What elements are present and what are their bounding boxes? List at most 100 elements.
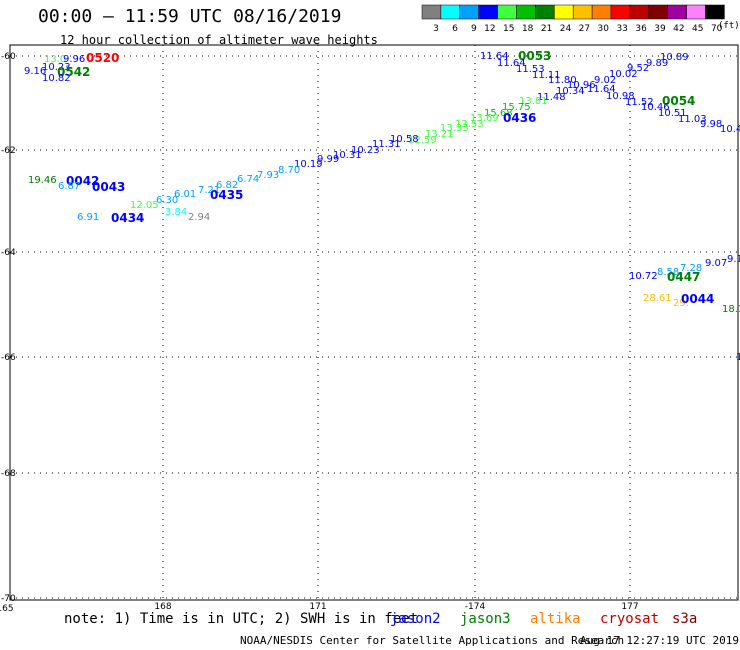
latitude-label: -62	[1, 146, 16, 156]
wave-height-label: 6.30	[156, 195, 178, 206]
scale-unit: (ft)	[718, 21, 740, 31]
wave-height-label: 2.94	[188, 212, 210, 223]
scale-value: 42	[673, 24, 684, 34]
wave-height-label: 10.82	[42, 73, 71, 84]
pass-time-label: 0043	[92, 180, 125, 194]
wave-height-label: 11.52	[625, 97, 654, 108]
latitude-label: -66	[1, 353, 16, 363]
pass-time-label: 0042	[66, 174, 99, 188]
wave-height-label: 15.68	[484, 108, 513, 119]
pass-time-label: 0436	[503, 111, 536, 125]
wave-height-label: 12.59	[408, 135, 437, 146]
wave-height-map: -60-62-64-66-68-70165168171-17417713.09.…	[0, 44, 740, 612]
wave-height-label: 28.61	[643, 293, 672, 304]
scale-value: 12	[484, 24, 495, 34]
wave-height-label: 1	[736, 352, 740, 363]
wave-height-label: 11.03	[678, 114, 707, 125]
scale-value: 39	[654, 24, 666, 34]
longitude-label: 165	[0, 604, 14, 612]
scale-value: 33	[616, 24, 627, 34]
wave-height-label: 11.64	[587, 84, 616, 95]
wave-height-label: 6.87	[58, 181, 80, 192]
wave-height-label: 9.07	[705, 258, 727, 269]
mission-altika[interactable]: altika	[530, 611, 581, 627]
wave-height-label: 9.89	[646, 58, 668, 69]
latitude-label: -60	[1, 52, 16, 62]
mission-cryosat[interactable]: cryosat	[600, 611, 660, 627]
footer-credit: NOAA/NESDIS Center for Satellite Applica…	[240, 634, 625, 647]
wave-height-label: 13.69	[470, 113, 499, 124]
scale-value: 24	[560, 24, 572, 34]
wave-height-label: 18.1	[722, 304, 740, 315]
mission-jason2[interactable]: jason2	[390, 611, 441, 627]
wave-height-label: 10.23	[351, 145, 380, 156]
scale-value: 27	[579, 24, 590, 34]
wave-height-label: 10.34	[556, 86, 585, 97]
wave-height-label: 10.46	[641, 102, 670, 113]
wave-height-label: 10.4	[720, 124, 740, 135]
latitude-label: -68	[1, 469, 16, 479]
pass-time-label: 0435	[210, 188, 243, 202]
longitude-label: 177	[621, 602, 638, 612]
latitude-label: -70	[1, 594, 16, 604]
wave-height-label: 7.93	[257, 170, 279, 181]
map-title: 00:00 – 11:59 UTC 08/16/2019	[38, 6, 342, 27]
scale-value: 21	[541, 24, 552, 34]
wave-height-label: 10.98	[606, 91, 635, 102]
wave-height-label: 29.	[673, 298, 689, 309]
longitude-label: 168	[154, 602, 171, 612]
wave-height-label: 10.96	[567, 80, 596, 91]
wave-height-label: 9.1	[727, 254, 740, 265]
wave-height-label: 10.58	[390, 134, 419, 145]
wave-height-label: 3.84	[165, 207, 187, 218]
wave-height-label: 11.11	[532, 70, 561, 81]
wave-height-label: 13.53	[455, 119, 484, 130]
wave-height-label: 10.31	[333, 150, 362, 161]
wave-height-label: 13.81	[519, 96, 548, 107]
scale-value: 9	[471, 24, 477, 34]
wave-height-label: 11.48	[537, 92, 566, 103]
wave-height-label: 15.75	[502, 102, 531, 113]
wave-height-label: 8.58	[657, 267, 679, 278]
wave-height-label: 10.89	[660, 52, 689, 63]
pass-time-label: 0054	[662, 94, 695, 108]
wave-height-label: 10.51	[658, 108, 687, 119]
wave-height-label: 10.23	[42, 62, 71, 73]
scale-swatch	[705, 4, 725, 20]
pass-time-label: 0447	[667, 270, 700, 284]
pass-time-label: 0053	[518, 49, 551, 63]
scale-value: 30	[598, 24, 610, 34]
wave-height-label: 13.21	[425, 129, 454, 140]
wave-height-label: 9.52	[627, 63, 649, 74]
footer-note: note: 1) Time is in UTC; 2) SWH is in fe…	[64, 611, 419, 627]
wave-height-label: 9.96	[63, 54, 85, 65]
longitude-label: -174	[465, 602, 486, 612]
wave-height-label: 11.64	[480, 51, 509, 62]
pass-time-label: 0542	[57, 65, 90, 79]
wave-height-label: 10.02	[609, 69, 638, 80]
wave-height-label: 11.31	[372, 139, 401, 150]
wave-height-label: 12.05	[130, 200, 159, 211]
wave-height-label: 8.70	[278, 165, 300, 176]
scale-value: 70	[711, 24, 723, 34]
scale-value: 36	[635, 24, 647, 34]
scale-value: 45	[692, 24, 703, 34]
wave-height-label: 6.91	[77, 212, 99, 223]
wave-height-label: 9.98	[700, 119, 722, 130]
mission-s3a[interactable]: s3a	[672, 611, 698, 627]
scale-value: 3	[433, 24, 439, 34]
wave-height-label: 7.28	[680, 263, 702, 274]
map-frame	[9, 44, 739, 601]
scale-value: 18	[522, 24, 534, 34]
wave-height-label: 19.46	[28, 175, 57, 186]
latitude-label: -64	[1, 248, 16, 258]
wave-height-label: 11.53	[516, 64, 545, 75]
mission-jason3[interactable]: jason3	[460, 611, 511, 627]
scale-value: 15	[503, 24, 514, 34]
footer-timestamp: Aug 17 12:27:19 UTC 2019	[580, 634, 739, 647]
longitude-label: 171	[309, 602, 326, 612]
wave-height-label: 7.21	[198, 185, 220, 196]
wave-height-label: 9.99	[317, 154, 339, 165]
wave-height-label: 13.33	[440, 123, 469, 134]
map-subtitle: 12 hour collection of altimeter wave hei…	[60, 33, 378, 47]
